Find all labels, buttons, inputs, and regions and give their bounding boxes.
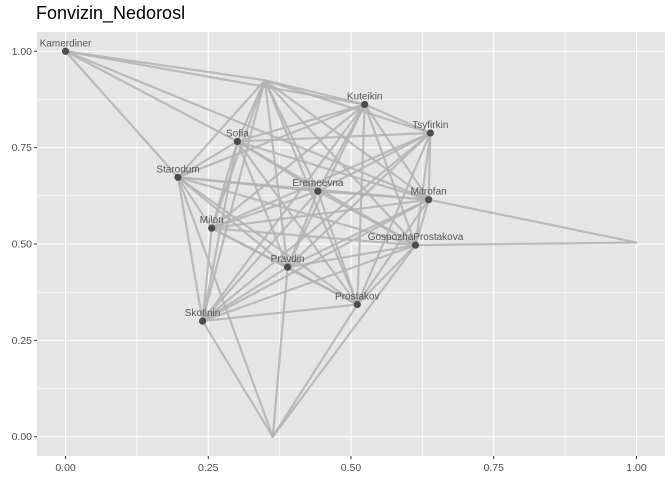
node-label-sofia: Sofia	[226, 128, 249, 139]
node-point-tsyfirkin	[426, 129, 434, 137]
x-tick-label: 0.75	[484, 462, 505, 474]
network-edge	[236, 140, 359, 306]
node-label-kuteikin: Kuteikin	[347, 91, 383, 102]
network-edge	[427, 198, 638, 244]
network-edge	[356, 103, 366, 306]
node-point-starodum	[174, 173, 182, 181]
y-tick-label: 0.25	[12, 335, 33, 347]
network-edge	[176, 176, 417, 247]
axis-layer: 0.00 0.25 0.50 0.75 1.00 0.00 0.25 0.50 0.75 1.00	[12, 46, 647, 474]
node-point-milon	[208, 224, 216, 232]
network-edge	[414, 241, 638, 247]
node-label-kamerdiner: Kamerdiner	[40, 38, 92, 49]
network-edge	[316, 190, 417, 247]
node-point-prostakov	[353, 300, 361, 309]
node-point-mitrofan	[425, 196, 433, 204]
node-label-starodum: Starodum	[156, 164, 199, 175]
chart-title: Fonvizin_Nedorosl	[36, 3, 186, 23]
network-edge	[201, 266, 289, 323]
x-tick-label: 0.50	[341, 462, 362, 474]
network-edge	[176, 176, 204, 323]
network-edge	[64, 50, 430, 201]
network-edge	[356, 244, 417, 306]
node-point-sofia	[233, 137, 241, 146]
network-edge	[286, 198, 430, 269]
network-edge	[414, 131, 432, 247]
network-edge	[363, 103, 432, 135]
network-edge	[210, 103, 366, 230]
node-label-mitrofan: Mitrofan	[411, 187, 447, 198]
node-label-eremeevna: Eremeevna	[292, 178, 344, 189]
network-edge	[210, 140, 239, 230]
network-edge	[176, 176, 213, 230]
network-edge	[286, 244, 417, 269]
network-edge	[316, 131, 432, 193]
network-edge	[201, 227, 213, 323]
network-edge	[363, 103, 417, 247]
network-edge	[236, 140, 289, 269]
y-tick-label: 0.75	[12, 142, 33, 154]
node-point-gospozhaprostakova	[411, 241, 420, 249]
network-edge	[201, 319, 274, 438]
x-tick-label: 1.00	[626, 462, 647, 474]
network-edge	[64, 50, 239, 143]
network-edge	[263, 79, 432, 135]
network-edge	[316, 190, 430, 201]
node-point-pravdin	[284, 263, 292, 271]
network-edge	[201, 303, 359, 323]
network-edge	[263, 79, 366, 106]
node-point-skotinin	[198, 317, 207, 325]
network-edge	[236, 131, 432, 143]
network-edge	[263, 79, 359, 306]
grid-lines	[37, 32, 665, 456]
network-edge	[64, 50, 180, 179]
network-edge	[414, 198, 430, 247]
node-point-eremeevna	[314, 187, 322, 195]
network-edge	[176, 176, 289, 269]
node-label-skotinin: Skotinin	[185, 308, 221, 319]
network-edge	[201, 198, 430, 323]
network-edge	[363, 103, 430, 201]
network-edge	[210, 190, 319, 230]
node-point-kamerdiner	[61, 47, 70, 55]
y-tick-label: 0.00	[12, 431, 33, 443]
node-label-layer: Kamerdiner Kuteikin Tsyfirkin Sofia Starodum…	[40, 38, 464, 319]
node-label-milon: Milon	[200, 215, 224, 226]
network-edge	[271, 244, 417, 438]
node-label-prostakov: Prostakov	[335, 292, 379, 303]
network-edge	[286, 266, 359, 306]
x-tick-label: 0.25	[198, 462, 219, 474]
network-edge	[271, 266, 289, 438]
y-tick-label: 1.00	[12, 46, 33, 58]
node-label-gospozhaprostakova: GospozhaProstakova	[368, 232, 464, 243]
network-edge	[201, 131, 432, 323]
x-tick-label: 0.00	[55, 462, 76, 474]
network-edge	[201, 244, 417, 323]
network-edge	[263, 79, 289, 269]
network-edge	[286, 131, 432, 269]
network-edge	[201, 103, 366, 323]
node-point-kuteikin	[361, 100, 369, 109]
node-layer	[61, 47, 434, 325]
network-edge	[210, 131, 432, 230]
network-edge	[286, 190, 319, 269]
network-edge	[201, 79, 266, 323]
network-edge	[236, 140, 430, 201]
network-edge	[210, 198, 430, 230]
network-edge	[210, 227, 417, 247]
edge-layer	[64, 50, 638, 438]
network-edge	[271, 303, 359, 438]
network-edge	[176, 140, 239, 179]
y-tick-label: 0.50	[12, 239, 33, 251]
network-edge	[201, 190, 319, 323]
network-edge	[236, 103, 366, 143]
node-label-tsyfirkin: Tsyfirkin	[412, 120, 448, 131]
network-edge	[176, 79, 266, 179]
network-edge	[427, 131, 432, 201]
network-edge	[263, 79, 319, 193]
network-edge	[176, 176, 359, 306]
node-label-pravdin: Pravdin	[271, 254, 305, 265]
